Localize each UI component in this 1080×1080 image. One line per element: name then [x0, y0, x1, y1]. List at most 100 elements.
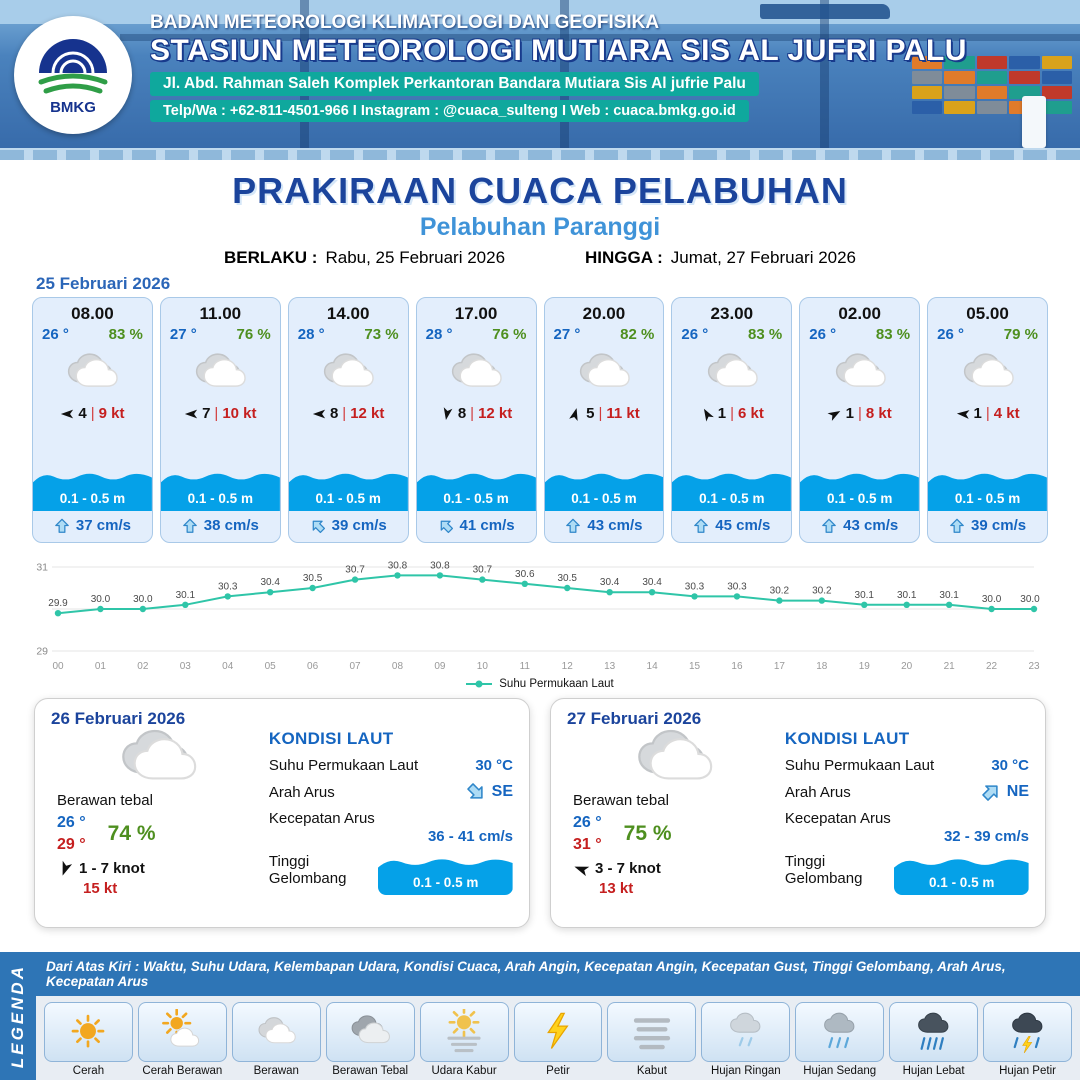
wave-height-value: 0.1 - 0.5 m: [827, 491, 893, 506]
svg-text:22: 22: [986, 661, 998, 672]
legenda-label: LEGENDA: [8, 963, 27, 1069]
agency-name: BADAN METEOROLOGI KLIMATOLOGI DAN GEOFIS…: [150, 12, 660, 33]
current-direction-icon: [182, 518, 198, 534]
wave-height-band: 0.1 - 0.5 m: [416, 467, 536, 511]
current-speed-value: 41 cm/s: [459, 517, 515, 534]
daily-date: 26 Februari 2026: [51, 709, 186, 728]
legend-item-label: Berawan Tebal: [332, 1065, 409, 1077]
forecast-card: 17.00 28 ° 76 % 8 | 12 kt 0.1 - 0.5 m 41…: [415, 297, 537, 543]
waiting-seats-illustration: [0, 148, 1080, 160]
berlaku-group: BERLAKU : Rabu, 25 Februari 2026: [224, 248, 505, 268]
daily-weather-column: Berawan tebal 26 ° 29 ° 74 % 1 - 7 knot …: [51, 729, 259, 897]
wind-speed-value: 12 kt: [350, 405, 385, 422]
legend-item-label: Berawan: [253, 1065, 299, 1077]
sst-value: 30 °C: [991, 757, 1029, 774]
legend-item: Hujan Lebat: [889, 1002, 979, 1077]
current-speed-value: 39 cm/s: [971, 517, 1027, 534]
legend-item: Hujan Sedang: [795, 1002, 885, 1077]
current-row: 45 cm/s: [693, 511, 770, 542]
wind-speed-value: 6 kt: [738, 405, 764, 422]
current-row: 37 cm/s: [54, 511, 131, 542]
cloud-icon: [628, 725, 720, 792]
berawan-icon: [231, 1002, 321, 1062]
temp-min-value: 26 °: [573, 814, 602, 831]
current-direction-value: NE: [1006, 783, 1029, 800]
wave-height-label: Tinggi Gelombang: [784, 853, 863, 887]
berlaku-value: Rabu, 25 Februari 2026: [325, 248, 506, 267]
gust-value: 15 kt: [83, 880, 118, 898]
wave-height-value: 0.1 - 0.5 m: [413, 875, 479, 890]
forecast-card: 20.00 27 ° 82 % 5 | 11 kt 0.1 - 0.5 m 43…: [543, 297, 665, 543]
wind-direction-icon: [825, 404, 844, 423]
legend-item-label: Kabut: [636, 1065, 667, 1077]
legend-item: Udara Kabur: [419, 1002, 509, 1077]
berawan-tebal-icon: [325, 1002, 415, 1062]
svg-text:23: 23: [1028, 661, 1040, 672]
wave-height-value: 0.1 - 0.5 m: [443, 491, 509, 506]
cerah-icon: [44, 1002, 133, 1062]
temp-humidity-row: 26 ° 83 %: [800, 324, 919, 343]
wind-row: 8 | 12 kt: [312, 405, 384, 422]
temperature-value: 27 °: [553, 326, 581, 343]
wind-value: 8: [329, 405, 339, 422]
svg-text:13: 13: [604, 661, 616, 672]
cloud-icon: [112, 725, 204, 792]
kondisi-laut-title: KONDISI LAUT: [784, 729, 910, 748]
daily-forecast-row: 26 Februari 2026 Berawan tebal 26 ° 29 °…: [0, 698, 1080, 928]
svg-text:30.3: 30.3: [685, 581, 705, 592]
svg-text:30.1: 30.1: [855, 590, 875, 601]
wind-row: 1 | 6 kt: [700, 405, 764, 422]
current-row: 39 cm/s: [310, 511, 387, 542]
temperature-value: 27 °: [169, 326, 197, 343]
temp-humidity-row: 27 ° 76 %: [161, 324, 280, 343]
wave-height-band: 0.1 - 0.5 m: [288, 467, 408, 511]
svg-text:30.1: 30.1: [176, 590, 196, 601]
forecast-cards-row: 08.00 26 ° 83 % 4 | 9 kt 0.1 - 0.5 m 37 …: [0, 297, 1080, 543]
current-direction-icon: [949, 518, 965, 534]
chart-legend: Suhu Permukaan Laut: [0, 678, 1080, 690]
hingga-label: HINGGA :: [585, 248, 663, 267]
wave-height-band: 0.1 - 0.5 m: [894, 853, 1029, 895]
wind-value: 1: [845, 405, 854, 422]
port-illustration-sky: [0, 0, 1080, 24]
wind-row: 1 | 8 kt: [825, 404, 892, 423]
hujan-petir-icon: [983, 1002, 1072, 1062]
current-row: 43 cm/s: [565, 511, 642, 542]
chart-legend-marker-icon: [466, 680, 493, 688]
svg-text:30.4: 30.4: [642, 577, 662, 588]
cloud-icon: [701, 350, 763, 397]
legend-item-label: Hujan Petir: [999, 1065, 1056, 1077]
wind-value: 1: [717, 405, 727, 422]
legend-item: Berawan: [231, 1002, 321, 1077]
svg-text:03: 03: [180, 661, 192, 672]
wind-direction-icon: [567, 405, 584, 422]
port-name: Pelabuhan Paranggi: [419, 213, 661, 241]
station-address: Jl. Abd. Rahman Saleh Komplek Perkantora…: [150, 72, 759, 96]
temp-humidity-row: 26 ° 83 %: [672, 324, 791, 343]
temperature-value: 26 °: [681, 326, 709, 343]
temps-group: 26 ° 29 ° 74 %: [57, 812, 156, 855]
time-label: 14.00: [326, 304, 370, 323]
humidity-value: 83 %: [748, 326, 783, 343]
forecast-card: 05.00 26 ° 79 % 1 | 4 kt 0.1 - 0.5 m 39 …: [927, 297, 1048, 543]
wind-direction-icon: [571, 858, 592, 879]
temp-humidity-row: 26 ° 79 %: [928, 324, 1047, 343]
legend-item-label: Cerah: [72, 1065, 105, 1077]
svg-text:04: 04: [222, 661, 234, 672]
validity-line: BERLAKU : Rabu, 25 Februari 2026 HINGGA :…: [0, 248, 1080, 268]
svg-text:17: 17: [774, 661, 786, 672]
wave-height-value: 0.1 - 0.5 m: [929, 875, 995, 890]
wind-row: 8 | 12 kt: [440, 405, 512, 422]
wave-height-value: 0.1 - 0.5 m: [59, 491, 126, 506]
divider: |: [598, 405, 603, 422]
svg-text:30.0: 30.0: [1020, 594, 1040, 605]
svg-text:30.1: 30.1: [897, 590, 917, 601]
divider: |: [214, 405, 219, 422]
forecast-card: 11.00 27 ° 76 % 7 | 10 kt 0.1 - 0.5 m 38…: [159, 297, 281, 543]
svg-text:30.3: 30.3: [727, 581, 747, 592]
current-direction-icon: [977, 778, 1005, 806]
svg-text:30.7: 30.7: [473, 565, 493, 576]
temperature-value: 26 °: [809, 326, 837, 343]
temp-humidity-row: 26 ° 83 %: [33, 324, 152, 343]
wind-direction-icon: [184, 407, 198, 421]
